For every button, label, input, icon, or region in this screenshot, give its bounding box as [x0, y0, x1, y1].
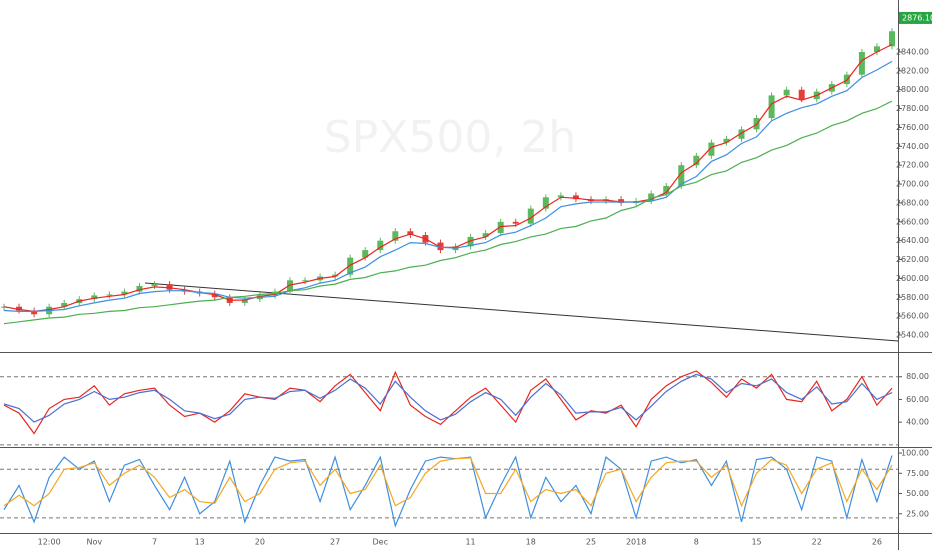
candle — [467, 236, 474, 247]
y-tick-label: 80.00 — [906, 372, 929, 381]
candle — [286, 280, 293, 292]
candle — [783, 89, 790, 96]
x-tick-label: 2018 — [626, 538, 646, 547]
y-tick-label: 2780.00 — [896, 104, 929, 113]
last-price-label: 2876.10 — [902, 13, 932, 22]
candle — [618, 199, 625, 203]
y-tick-label: 2840.00 — [896, 48, 929, 57]
x-tick-label: 22 — [812, 538, 822, 547]
y-tick-label: 2700.00 — [896, 180, 929, 189]
candle — [136, 285, 143, 292]
x-tick-label: 11 — [465, 538, 475, 547]
candle — [708, 142, 715, 156]
y-tick-label: 2580.00 — [896, 293, 929, 302]
candle — [527, 208, 534, 224]
candle — [91, 295, 98, 300]
y-tick-label: 2600.00 — [896, 274, 929, 283]
candle — [497, 221, 504, 234]
y-tick-label: 40.00 — [906, 418, 929, 427]
x-tick-label: 27 — [330, 538, 340, 547]
x-tick-label: 8 — [694, 538, 699, 547]
watermark: SPX500, 2h — [324, 112, 576, 163]
candle — [166, 284, 173, 290]
candle — [437, 242, 444, 251]
candle — [377, 240, 384, 251]
y-tick-label: 2560.00 — [896, 312, 929, 321]
candle — [392, 231, 399, 241]
candle — [768, 95, 775, 119]
x-tick-label: 12:00 — [38, 538, 61, 547]
x-tick-label: 25 — [586, 538, 596, 547]
candle — [16, 306, 23, 311]
candle — [512, 221, 519, 224]
series-line — [3, 100, 893, 325]
candle — [858, 52, 865, 75]
candle — [723, 138, 730, 143]
candle — [889, 31, 895, 47]
candle — [557, 195, 564, 198]
x-tick-label: 18 — [526, 538, 536, 547]
x-tick-label: 7 — [152, 538, 157, 547]
y-tick-label: 75.00 — [906, 469, 929, 478]
series-line — [3, 373, 893, 423]
candle — [648, 193, 655, 202]
candle — [798, 89, 805, 100]
candle — [61, 302, 68, 307]
x-tick-label: Nov — [86, 538, 102, 547]
series-line — [3, 457, 893, 508]
candle — [678, 165, 685, 186]
candle — [31, 310, 38, 315]
x-tick-label: 26 — [872, 538, 882, 547]
candle — [572, 195, 579, 200]
y-tick-label: 100.00 — [901, 449, 929, 458]
y-tick-label: 2740.00 — [896, 142, 929, 151]
candle — [362, 250, 369, 258]
last-price-box — [899, 11, 932, 24]
candle — [241, 299, 248, 303]
x-tick-label: Dec — [373, 538, 388, 547]
candle — [211, 293, 218, 298]
candle — [332, 274, 339, 277]
candle — [693, 155, 700, 166]
candle — [542, 197, 549, 209]
y-tick-label: 2680.00 — [896, 198, 929, 207]
y-tick-label: 25.00 — [906, 509, 929, 518]
x-tick-label: 15 — [751, 538, 761, 547]
series-line — [3, 455, 893, 528]
candle — [738, 129, 745, 139]
candle — [121, 291, 128, 295]
candle — [407, 231, 414, 236]
x-tick-label: 13 — [195, 538, 205, 547]
candle — [482, 233, 489, 237]
candle — [106, 294, 113, 296]
candle — [347, 257, 354, 275]
y-tick-label: 2760.00 — [896, 123, 929, 132]
candle — [151, 284, 158, 286]
y-tick-label: 2800.00 — [896, 85, 929, 94]
y-tick-label: 2820.00 — [896, 66, 929, 75]
trend-line-drawing — [144, 282, 899, 342]
x-tick-label: 20 — [255, 538, 265, 547]
y-tick-label: 2720.00 — [896, 161, 929, 170]
y-tick-label: 50.00 — [906, 489, 929, 498]
candle — [302, 280, 309, 282]
y-tick-label: 2620.00 — [896, 255, 929, 264]
y-tick-label: 2640.00 — [896, 236, 929, 245]
candle — [663, 185, 670, 194]
series-line — [3, 60, 893, 312]
y-tick-label: 60.00 — [906, 395, 929, 404]
y-tick-label: 2660.00 — [896, 217, 929, 226]
y-tick-label: 2540.00 — [896, 331, 929, 340]
candle — [873, 46, 880, 52]
